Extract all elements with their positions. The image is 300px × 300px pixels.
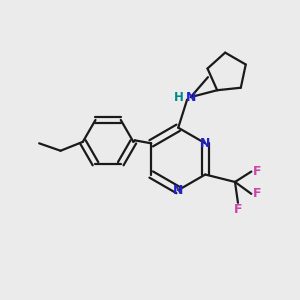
Text: F: F	[252, 187, 261, 200]
Text: F: F	[234, 203, 242, 216]
Text: F: F	[252, 165, 261, 178]
Text: N: N	[185, 91, 196, 103]
Text: N: N	[200, 137, 211, 150]
Text: N: N	[173, 184, 183, 196]
Text: H: H	[174, 91, 184, 103]
